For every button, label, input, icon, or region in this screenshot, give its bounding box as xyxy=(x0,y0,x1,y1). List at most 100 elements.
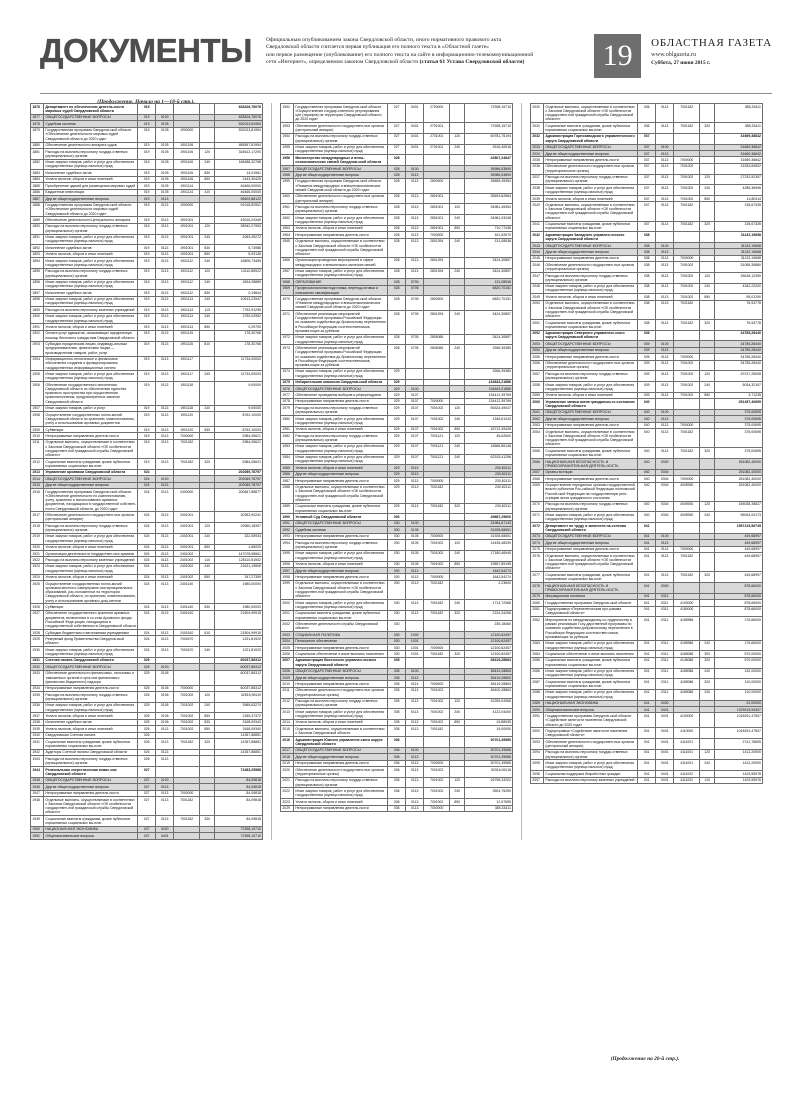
table-row[interactable]: 1902 Оплата услуг адвокатов, оказывающих … xyxy=(30,329,263,342)
table-row[interactable]: 1913 Управление архивами Свердловской обл… xyxy=(30,468,263,477)
table-row[interactable]: 1992 Судебная система 030 0105 31928,68651 xyxy=(280,526,513,534)
table-row[interactable]: 2031 Социальные выплаты гражданам, кроме … xyxy=(530,122,763,134)
table-row[interactable]: 2048 Иные закупки товаров, работ и услуг … xyxy=(530,282,763,295)
table-row[interactable]: 1900 Иные закупки товаров, работ и услуг … xyxy=(30,312,263,325)
table-row[interactable]: 1941 Социальные выплаты гражданам, кроме … xyxy=(30,738,263,750)
table-row[interactable]: 2093 Обеспечение деятельности государстве… xyxy=(530,738,763,750)
table-row[interactable]: 1936 Иные закупки товаров, работ и услуг … xyxy=(30,701,263,714)
table-row[interactable]: 2078 НАЦИОНАЛЬНАЯ БЕЗОПАСНОСТЬ И ПРАВООХР… xyxy=(530,582,763,594)
table-row[interactable]: 1911 Отдельные выплаты, осуществляемые в … xyxy=(30,438,263,460)
table-row[interactable]: 1926 Субвенции 024 0113 2401140 530 1980,00000 xyxy=(30,603,263,611)
table-row[interactable]: 1987 Непрограммные направления деятель-но… xyxy=(280,477,513,485)
table-row[interactable]: 2000 Иные закупки товаров, работ и услуг … xyxy=(280,599,513,611)
table-row[interactable]: 2073 ОБЩЕГОСУДАРСТВЕННЫЕ ВОПРОСЫ 041 0100 44… xyxy=(530,532,763,541)
table-row[interactable]: 2010 Непрограммные направления деятель-но… xyxy=(280,680,513,688)
table-row[interactable]: 1910 Непрограммные направления деятель-но… xyxy=(30,432,263,440)
table-row[interactable]: 1882 Иные закупки товаров, работ и услуг … xyxy=(30,158,263,171)
table-row[interactable]: 1919 Иные закупки товаров, работ и услуг … xyxy=(30,532,263,545)
table-row[interactable]: 1901 Уплата налогов, сборов и иных платеж… xyxy=(30,323,263,331)
table-row[interactable]: 2006 Социальное обеспечение и иные выплат… xyxy=(280,650,513,658)
table-row[interactable]: 1918 Расходы на выплаты персоналу государ… xyxy=(30,522,263,534)
table-row[interactable]: 1938 Исполнение судебных актов 025 0106 7001… xyxy=(30,718,263,727)
table-row[interactable]: 1979 Расходы на выплаты персоналу государ… xyxy=(280,404,513,416)
table-row[interactable]: 1928 Субсидии бюджетным и автономным учре… xyxy=(30,628,263,637)
table-row[interactable]: 1908 Осуществление государственных полно-… xyxy=(30,411,263,427)
table-row[interactable]: 1947 Непрограммные направления деятель-но… xyxy=(30,789,263,798)
table-row[interactable]: 2034 Другие общегосударственные вопросы 03… xyxy=(530,149,763,158)
table-row[interactable]: 2038 Иные закупки товаров, работ и услуг … xyxy=(530,184,763,196)
table-row[interactable]: 1993 Непрограммные направления деятель-но… xyxy=(280,532,513,541)
table-row[interactable]: 2097 Расходы на выплаты персоналу казенны… xyxy=(530,776,763,785)
table-row[interactable]: 2056 Обеспечение деятельности государстве… xyxy=(530,359,763,372)
table-row[interactable]: 2064 Отдельные выплаты, осуществляемые в … xyxy=(530,428,763,449)
table-row[interactable]: 1878 Судебная система 019 0105 532023,81954 xyxy=(30,120,263,128)
table-row[interactable]: 2013 Иные закупки товаров, работ и услуг … xyxy=(280,708,513,720)
table-row[interactable]: 2083 Иные закупки товаров, работ и услуг … xyxy=(530,639,763,652)
table-row[interactable]: 2065 Социальные выплаты гражданам, кроме … xyxy=(530,447,763,459)
table-row[interactable]: 1974 Иные закупки товаров, работ и услуг … xyxy=(280,367,513,380)
table-row[interactable]: 1927 Обеспечение государственного хранени… xyxy=(30,609,263,631)
table-row[interactable]: 1998 Непрограммные направления деятель-но… xyxy=(280,573,513,581)
table-row[interactable]: 2052 Администрация Северного управленче-с… xyxy=(530,329,763,342)
table-row[interactable]: 1923 Иные закупки товаров, работ и услуг … xyxy=(30,562,263,575)
table-row[interactable]: 1907 Иные закупки товаров, работ и услуг 0… xyxy=(30,404,263,413)
table-row[interactable]: 2053 ОБЩЕГОСУДАРСТВЕННЫЕ ВОПРОСЫ 039 0100 34… xyxy=(530,340,763,348)
table-row[interactable]: 2011 Обеспечение деятельности государстве… xyxy=(280,686,513,699)
table-row[interactable]: 1980 Иные закупки товаров, работ и услуг … xyxy=(280,415,513,427)
table-row[interactable]: 1933 Обеспечение деятельности финансовых,… xyxy=(30,669,263,686)
table-row[interactable]: 1929 Резервный фонд Правительства Свердло… xyxy=(30,635,263,648)
table-row[interactable]: 1899 Расходы на выплаты персоналу казенны… xyxy=(30,306,263,314)
table-row[interactable]: 1985 Уплата налогов, сборов и иных платеж… xyxy=(280,464,513,472)
table-row[interactable]: 1995 Иные закупки товаров, работ и услуг … xyxy=(280,549,513,562)
table-row[interactable]: 1969 Профессиональная подготовка, перепод… xyxy=(280,284,513,297)
table-row[interactable]: 2067 Органы юстиции 040 0304 251082,40000 xyxy=(530,468,763,477)
table-row[interactable]: 1964 Непрограммные направления деятель-но… xyxy=(280,231,513,239)
table-row[interactable]: 2091 Государственная программа Свердлов-с… xyxy=(530,712,763,729)
table-row[interactable]: 1970 Государственная программа Свердлов-с… xyxy=(280,295,513,312)
table-row[interactable]: 2032 Администрация Горнозаводского управл… xyxy=(530,132,763,145)
table-row[interactable]: 2029 Непрограммные направления деятель-но… xyxy=(280,804,513,812)
table-row[interactable]: 1994 Расходы на выплаты персоналу государ… xyxy=(280,539,513,551)
table-row[interactable]: 1909 Субвенции 019 0113 1901120 530 8762,10000 xyxy=(30,425,263,434)
table-row[interactable]: 2082 Мероприятия по международному со-тру… xyxy=(530,616,763,641)
table-row[interactable]: 1942 Аудиторы Счетной палаты Свердловской… xyxy=(30,748,263,757)
table-row[interactable]: 2069 Осуществление переданных органам гос… xyxy=(530,481,763,502)
table-row[interactable]: 1967 Иные закупки товаров, работ и услуг … xyxy=(280,267,513,280)
table-row[interactable]: 2094 Расходы на выплаты персоналу государ… xyxy=(530,748,763,761)
table-row[interactable]: 1905 Иные закупки товаров, работ и услуг … xyxy=(30,370,263,383)
table-row[interactable]: 2019 Непрограммные направления деятель-но… xyxy=(280,759,513,768)
table-row[interactable]: 2041 Социальные выплаты гражданам, кроме … xyxy=(530,220,763,233)
table-row[interactable]: 1975 Избирательная комиссия Свердлов-ской… xyxy=(280,378,513,387)
table-row[interactable]: 2088 Иные закупки товаров, работ и услуг … xyxy=(530,688,763,701)
table-row[interactable]: 2050 Отдельные выплаты, осуществляемые в … xyxy=(530,299,763,320)
table-row[interactable]: 1977 Обеспечение проведения выборов и реф… xyxy=(280,391,513,399)
table-row[interactable]: 2035 Непрограммные направления деятель-но… xyxy=(530,156,763,164)
table-row[interactable]: 2015 Отдельные выплаты, осуществляемые в … xyxy=(280,725,513,737)
table-row[interactable]: 1961 Расходы на выплаты персоналу государ… xyxy=(280,203,513,216)
table-row[interactable]: 1948 Отдельные выплаты, осуществляемые в … xyxy=(30,795,263,817)
table-row[interactable]: 2060 Управление записи актов гражданско-г… xyxy=(530,398,763,410)
table-row[interactable]: 2016 Администрация Южного управленче-ског… xyxy=(280,736,513,748)
table-row[interactable]: 2054 Другие общегосударственные вопросы 03… xyxy=(530,346,763,355)
table-row[interactable]: 2002 Обеспечение деятельности службы Свер… xyxy=(280,620,513,633)
table-row[interactable]: 1897 Исполнение судебных актов 019 0113 1901… xyxy=(30,289,263,297)
table-row[interactable]: 2081 Подпрограмма «Переселенческая про-гр… xyxy=(530,605,763,618)
table-row[interactable]: 1953 Обеспечение деятельности государстве… xyxy=(280,122,513,134)
table-row[interactable]: 1972 Иные закупки товаров, работ и услуг … xyxy=(280,333,513,346)
table-row[interactable]: 1981 Уплата налогов, сборов и иных платеж… xyxy=(280,425,513,434)
table-row[interactable]: 1877 ОБЩЕГОСУДАРСТВЕННЫЕ ВОПРОСЫ 019 0100 62… xyxy=(30,113,263,122)
table-row[interactable]: 1950 НАЦИОНАЛЬНАЯ ЭКОНОМИКА 027 0400 72398,1… xyxy=(30,825,263,834)
table-row[interactable]: 1924 Уплата налогов, сборов и иных платеж… xyxy=(30,573,263,581)
table-row[interactable]: 1960 Обеспечение деятельности государстве… xyxy=(280,192,513,205)
table-row[interactable]: 1965 Отдельные выплаты, осуществляемые в … xyxy=(280,237,513,258)
table-row[interactable]: 1951 Общеэкономические вопросы 027 0401 7239… xyxy=(30,832,263,840)
table-row[interactable]: 2051 Социальные выплаты гражданам, кроме … xyxy=(530,318,763,331)
table-row[interactable]: 1991 ОБЩЕГОСУДАРСТВЕННЫЕ ВОПРОСЫ 030 0100 31… xyxy=(280,519,513,528)
table-row[interactable]: 1879 Государственная программа Свердлов-с… xyxy=(30,126,263,143)
table-row[interactable]: 2055 Непрограммные направления деятель-но… xyxy=(530,353,763,361)
table-row[interactable]: 1925 Осуществление государственных полно-… xyxy=(30,579,263,605)
table-row[interactable]: 1976 ОБЩЕГОСУДАРСТВЕННЫЕ ВОПРОСЫ 029 0100 13… xyxy=(280,384,513,393)
